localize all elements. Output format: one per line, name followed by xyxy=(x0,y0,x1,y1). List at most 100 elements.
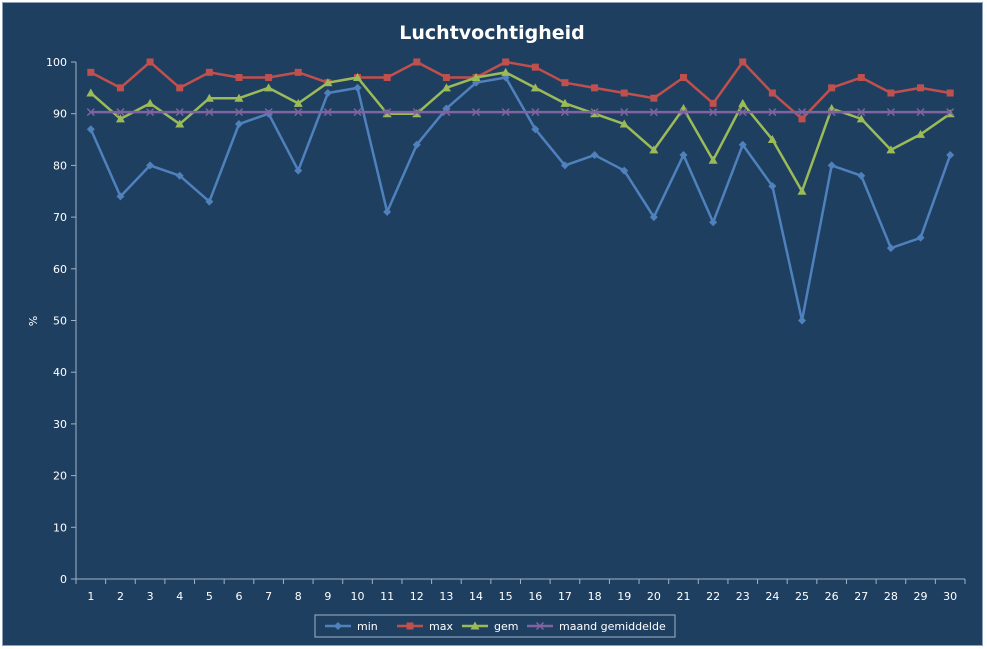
data-point-gem xyxy=(738,98,748,107)
data-point-min xyxy=(827,161,836,170)
y-axis-label: % xyxy=(27,316,40,326)
x-tick-label: 17 xyxy=(558,590,572,603)
series-maand-gemiddelde xyxy=(86,108,955,117)
data-point-maand-gemiddelde xyxy=(353,108,362,117)
data-point-max xyxy=(650,94,658,102)
data-point-gem xyxy=(916,129,926,138)
data-point-max xyxy=(502,58,510,66)
legend-item-maand-gemiddelde: maand gemiddelde xyxy=(527,620,666,633)
data-point-min xyxy=(649,213,658,222)
data-point-maand-gemiddelde xyxy=(886,108,895,117)
data-point-maand-gemiddelde xyxy=(205,108,214,117)
x-tick-label: 6 xyxy=(235,590,242,603)
data-point-max xyxy=(146,58,154,66)
data-point-maand-gemiddelde xyxy=(827,108,836,117)
x-tick-label: 12 xyxy=(410,590,424,603)
x-tick-label: 5 xyxy=(206,590,213,603)
data-point-max xyxy=(739,58,747,66)
y-tick-label: 90 xyxy=(53,108,67,121)
data-point-maand-gemiddelde xyxy=(472,108,481,117)
data-point-max xyxy=(235,74,243,82)
data-point-min xyxy=(560,161,569,170)
data-point-gem xyxy=(471,73,481,82)
data-point-gem xyxy=(204,93,214,102)
data-point-min xyxy=(234,120,243,129)
data-point-gem xyxy=(827,104,837,113)
data-point-gem xyxy=(293,98,303,107)
y-tick-label: 10 xyxy=(53,521,67,534)
data-point-gem xyxy=(234,93,244,102)
data-point-min xyxy=(946,151,955,160)
data-point-maand-gemiddelde xyxy=(412,108,421,117)
data-point-min xyxy=(294,166,303,175)
data-point-min xyxy=(175,171,184,180)
legend-marker xyxy=(406,622,414,630)
data-point-maand-gemiddelde xyxy=(857,108,866,117)
legend-marker xyxy=(470,621,480,630)
humidity-chart: Luchtvochtigheid % 0 10 20 30 40 50 60 70 80 90 10… xyxy=(27,22,966,638)
data-point-maand-gemiddelde xyxy=(294,108,303,117)
x-tick-label: 9 xyxy=(324,590,331,603)
legend: min max gem maand gemiddelde xyxy=(314,614,676,638)
legend-item-gem: gem xyxy=(462,620,518,633)
data-point-max xyxy=(679,74,687,82)
data-point-min xyxy=(590,151,599,160)
y-tick-label: 50 xyxy=(53,315,67,328)
y-tick-label: 0 xyxy=(60,573,67,586)
data-point-gem xyxy=(115,114,125,123)
x-tick-label: 10 xyxy=(351,590,365,603)
x-tick-label: 29 xyxy=(914,590,928,603)
data-point-max xyxy=(561,79,569,87)
x-tick-label: 19 xyxy=(617,590,631,603)
data-point-max xyxy=(798,115,806,123)
x-tick-label: 7 xyxy=(265,590,272,603)
series-line-max xyxy=(90,60,951,121)
data-point-min xyxy=(383,207,392,216)
data-point-max xyxy=(887,89,895,97)
data-point-maand-gemiddelde xyxy=(679,108,688,117)
data-point-maand-gemiddelde xyxy=(531,108,540,117)
series-layer xyxy=(86,58,955,325)
x-tick-label: 1 xyxy=(87,590,94,603)
data-point-max xyxy=(413,58,421,66)
axes xyxy=(75,62,965,580)
y-tick-label: 70 xyxy=(53,211,67,224)
x-tick-label: 16 xyxy=(528,590,542,603)
series-line-gem xyxy=(89,71,951,193)
data-point-gem xyxy=(678,104,688,113)
legend-item-max: max xyxy=(397,620,453,633)
data-point-gem xyxy=(619,119,629,128)
data-point-maand-gemiddelde xyxy=(116,108,125,117)
data-point-max xyxy=(442,74,450,82)
data-point-min xyxy=(916,233,925,242)
series-max xyxy=(87,58,954,123)
data-point-max xyxy=(265,74,273,82)
data-point-max xyxy=(176,84,184,92)
data-point-min xyxy=(768,182,777,191)
data-point-gem xyxy=(856,114,866,123)
data-point-max xyxy=(857,74,865,82)
y-tick-label: 100 xyxy=(46,56,67,69)
data-point-min xyxy=(798,316,807,325)
data-point-maand-gemiddelde xyxy=(768,108,777,117)
data-point-gem xyxy=(264,83,274,92)
series-min xyxy=(86,73,955,325)
data-point-max xyxy=(531,63,539,71)
data-point-maand-gemiddelde xyxy=(797,108,807,117)
data-point-gem xyxy=(145,98,155,107)
data-point-maand-gemiddelde xyxy=(649,108,658,117)
data-point-maand-gemiddelde xyxy=(560,108,569,117)
legend-box xyxy=(314,614,676,638)
series-line-min xyxy=(89,76,952,322)
legend-marker xyxy=(535,621,545,631)
data-point-min xyxy=(738,140,747,149)
data-point-min xyxy=(886,244,895,253)
data-point-gem xyxy=(767,135,777,144)
x-tick-label: 11 xyxy=(380,590,394,603)
data-point-min xyxy=(620,166,629,175)
x-tick-label: 21 xyxy=(676,590,690,603)
data-point-gem xyxy=(797,186,807,195)
legend-item-min: min xyxy=(325,620,378,633)
data-point-maand-gemiddelde xyxy=(175,108,184,117)
